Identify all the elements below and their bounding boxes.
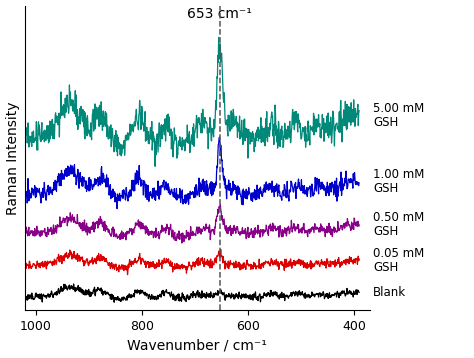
- Text: 1.00 mM
GSH: 1.00 mM GSH: [373, 168, 425, 195]
- Text: Blank: Blank: [373, 286, 406, 299]
- Text: 0.50 mM
GSH: 0.50 mM GSH: [373, 211, 424, 238]
- X-axis label: Wavenumber / cm⁻¹: Wavenumber / cm⁻¹: [128, 338, 267, 352]
- Text: 5.00 mM
GSH: 5.00 mM GSH: [373, 102, 424, 129]
- Text: 0.05 mM
GSH: 0.05 mM GSH: [373, 247, 424, 274]
- Text: 653 cm⁻¹: 653 cm⁻¹: [187, 7, 252, 21]
- Y-axis label: Raman Intensity: Raman Intensity: [6, 101, 19, 214]
